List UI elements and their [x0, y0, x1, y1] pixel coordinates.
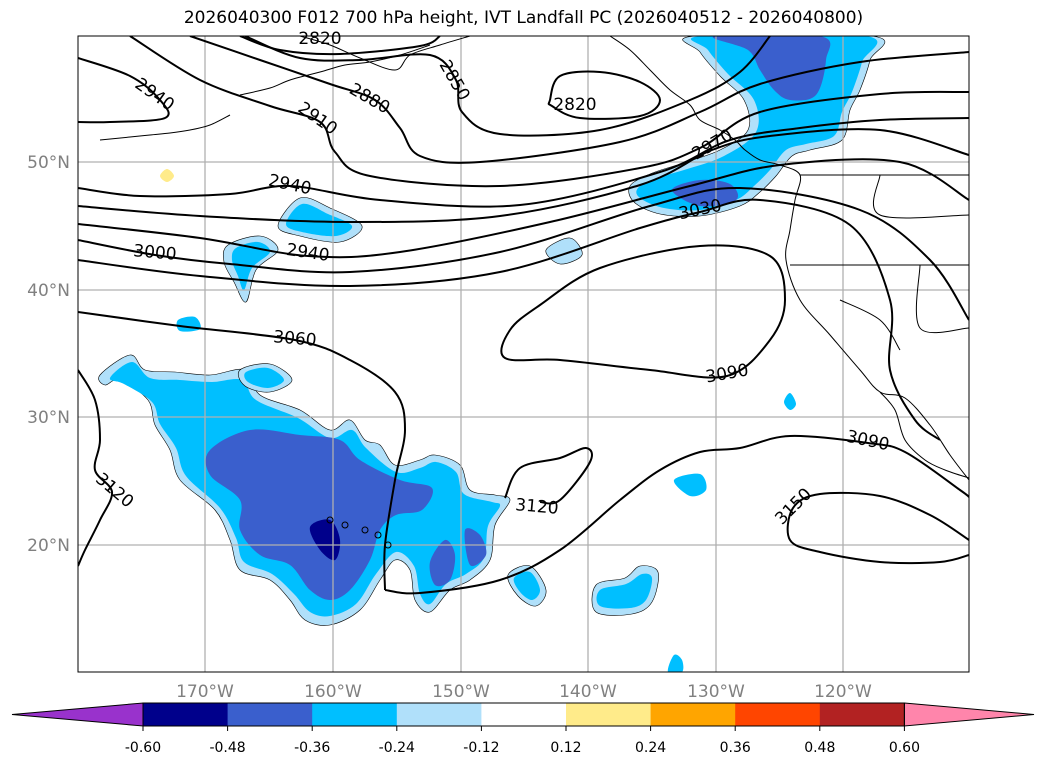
island	[326, 516, 334, 524]
contour-label: 3090	[845, 427, 891, 456]
ivt-fill-region	[667, 654, 684, 672]
coastline	[299, 36, 471, 71]
longitude-tick-label: 170°W	[176, 682, 234, 702]
colorbar: -0.60 -0.48 -0.36 -0.24 -0.12 0.12 0.24 0.36 0.4…	[11, 702, 1035, 756]
colorbar-segment	[312, 703, 398, 726]
longitude-tick-label: 120°W	[814, 682, 872, 702]
ivt-fill-region	[176, 316, 201, 332]
height-contour	[129, 36, 969, 188]
contour-label: 2880	[346, 79, 393, 118]
ivt-fill-region	[205, 429, 433, 600]
colorbar-label: 0.24	[635, 740, 666, 756]
longitude-tick-label: 150°W	[432, 682, 490, 702]
contour-label: 2820	[553, 95, 596, 115]
coastline	[99, 114, 231, 141]
height-contour	[78, 128, 969, 224]
island	[374, 531, 382, 539]
height-contours	[78, 36, 969, 595]
ivt-fill-region	[429, 539, 456, 587]
ivt-fill-layer	[98, 36, 886, 672]
ivt-fill-region	[712, 36, 831, 101]
ivt-fill-region	[784, 392, 796, 411]
map-title: 2026040300 F012 700 hPa height, IVT Land…	[183, 8, 864, 28]
height-contour	[78, 158, 969, 259]
colorbar-segment	[566, 703, 652, 726]
colorbar-segment	[227, 703, 313, 726]
height-contour	[78, 198, 941, 441]
coastline	[879, 391, 969, 479]
contour-label: 2940	[285, 240, 331, 266]
colorbar-extend-high	[903, 702, 1035, 727]
ivt-fill-region	[160, 169, 174, 182]
ivt-fill-region	[596, 573, 653, 609]
height-contour	[547, 70, 662, 120]
latitude-tick-label: 30°N	[27, 408, 70, 428]
ivt-fill-region	[244, 367, 284, 389]
height-contour	[244, 36, 771, 137]
colorbar-label: 0.12	[550, 740, 581, 756]
ivt-fill-region	[545, 237, 583, 265]
ivt-fill-region	[513, 571, 541, 601]
height-contour	[78, 369, 114, 567]
colorbar-segment	[396, 703, 482, 726]
height-contour	[78, 311, 407, 591]
island	[341, 521, 349, 529]
height-contour	[78, 186, 969, 321]
latitude-tick-label: 20°N	[27, 536, 70, 556]
contour-label: 3120	[91, 469, 137, 512]
contour-label: 2940	[131, 74, 178, 115]
latitude-tick-label: 40°N	[27, 281, 70, 301]
colorbar-segment	[650, 703, 736, 726]
colorbar-label: 0.60	[889, 740, 920, 756]
height-contour	[786, 491, 969, 565]
colorbar-outline	[142, 702, 905, 727]
height-contour	[384, 434, 969, 595]
island	[361, 526, 369, 534]
height-contour	[78, 57, 170, 124]
height-contour	[78, 117, 969, 208]
contour-label: 2910	[294, 98, 341, 139]
contour-label: 3090	[704, 360, 750, 387]
coastline	[915, 264, 969, 334]
contour-label: 2820	[298, 29, 341, 49]
map-frame	[77, 35, 970, 673]
longitude-tick-label: 140°W	[559, 682, 617, 702]
latitude-tick-label: 50°N	[27, 153, 70, 173]
ivt-fill-region	[464, 528, 487, 567]
colorbar-segment	[735, 703, 821, 726]
colorbar-extend-low	[11, 702, 144, 727]
contour-label: 3000	[132, 241, 177, 265]
colorbar-label: 0.48	[804, 740, 835, 756]
contour-label: 3150	[771, 484, 816, 529]
coastline	[839, 299, 901, 351]
contour-label: 2940	[267, 171, 313, 200]
contour-label: 3120	[514, 495, 559, 519]
longitude-tick-label: 160°W	[304, 682, 362, 702]
axis-tick-labels: 170°W 160°W 150°W 140°W 130°W 120°W 50°N 40°N 30…	[27, 153, 872, 702]
colorbar-label: -0.24	[379, 740, 415, 756]
height-contour	[189, 36, 969, 164]
colorbar-segment	[481, 703, 567, 726]
coastline	[239, 44, 431, 96]
ivt-fill-region	[673, 473, 707, 497]
gridlines	[78, 36, 969, 672]
coastline	[872, 174, 969, 219]
colorbar-label: -0.60	[125, 740, 161, 756]
colorbar-label: -0.36	[294, 740, 330, 756]
contour-label: 3060	[272, 327, 317, 351]
longitude-tick-label: 130°W	[687, 682, 745, 702]
colorbar-label: 0.36	[720, 740, 751, 756]
contour-label: 2850	[435, 57, 474, 104]
colorbar-segment	[819, 703, 905, 726]
height-contour	[500, 244, 787, 379]
colorbar-label: -0.12	[463, 740, 499, 756]
colorbar-segment	[143, 703, 229, 726]
colorbar-label: -0.48	[209, 740, 245, 756]
height-contour	[504, 446, 593, 505]
ivt-fill-region	[286, 203, 353, 237]
